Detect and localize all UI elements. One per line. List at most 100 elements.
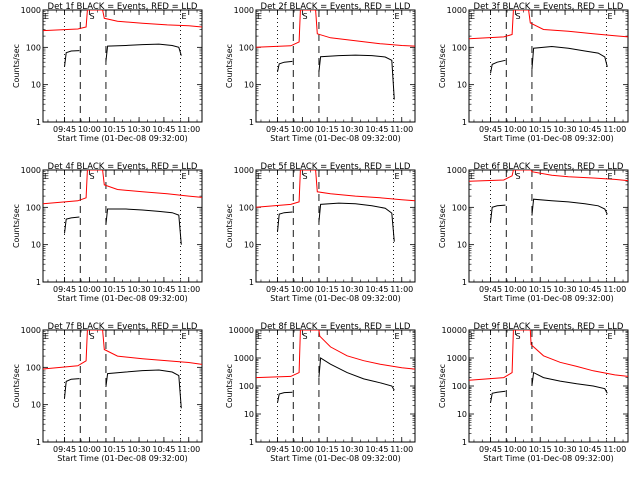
x-tick-label: 10:45 <box>578 285 601 294</box>
x-tick-label: 10:15 <box>316 445 339 454</box>
x-axis-label: Start Time (01-Dec-08 09:32:00) <box>483 134 614 143</box>
interval-marker-label: S <box>516 12 521 21</box>
y-tick-label: 100 <box>239 382 254 391</box>
y-tick-label: 1 <box>462 118 467 127</box>
x-axis-label: Start Time (01-Dec-08 09:32:00) <box>483 294 614 303</box>
interval-marker-label: E <box>470 12 475 21</box>
lld-series-line <box>43 330 202 370</box>
x-tick-label: 10:15 <box>316 125 339 134</box>
y-tick-label: 1000 <box>21 326 41 335</box>
chart-title: Det 2f BLACK = Events, RED = LLD <box>261 2 411 12</box>
y-tick-label: 10 <box>31 241 41 250</box>
x-tick-label: 09:45 <box>53 125 76 134</box>
y-tick-label: 10000 <box>442 326 467 335</box>
x-tick-label: 10:30 <box>341 445 364 454</box>
y-tick-label: 10 <box>244 241 254 250</box>
y-tick-label: 100 <box>239 203 254 212</box>
y-axis-label: Counts/sec <box>438 44 447 88</box>
x-tick-label: 09:45 <box>266 285 289 294</box>
y-axis-label: Counts/sec <box>12 204 21 248</box>
x-tick-label: 10:45 <box>152 285 175 294</box>
x-tick-label: 09:45 <box>266 445 289 454</box>
x-tick-label: 11:00 <box>177 445 200 454</box>
x-axis-label: Start Time (01-Dec-08 09:32:00) <box>483 454 614 463</box>
x-tick-label: 10:15 <box>529 285 552 294</box>
interval-marker-label: E <box>257 332 262 341</box>
x-tick-label: 11:00 <box>177 285 200 294</box>
x-tick-label: 10:00 <box>78 285 101 294</box>
lld-series-line <box>256 10 415 48</box>
x-axis-label: Start Time (01-Dec-08 09:32:00) <box>270 294 401 303</box>
y-tick-label: 1 <box>462 438 467 447</box>
x-tick-label: 11:00 <box>603 125 626 134</box>
y-tick-label: 1000 <box>234 166 254 175</box>
x-tick-label: 10:45 <box>365 285 388 294</box>
x-tick-label: 10:00 <box>291 125 314 134</box>
plot-frame <box>468 329 629 443</box>
x-tick-label: 10:30 <box>341 285 364 294</box>
events-series-line <box>64 208 182 245</box>
x-tick-label: 10:30 <box>554 285 577 294</box>
x-tick-label: 10:15 <box>103 445 126 454</box>
x-tick-label: 10:45 <box>365 445 388 454</box>
x-tick-label: 10:00 <box>504 125 527 134</box>
interval-marker-label: S <box>90 172 95 181</box>
x-axis-label: Start Time (01-Dec-08 09:32:00) <box>270 454 401 463</box>
chart-title: Det 1f BLACK = Events, RED = LLD <box>48 2 198 12</box>
x-tick-label: 10:30 <box>128 125 151 134</box>
x-tick-label: 09:45 <box>479 285 502 294</box>
chart-title: Det 3f BLACK = Events, RED = LLD <box>474 2 624 12</box>
y-tick-label: 10 <box>457 241 467 250</box>
lld-series-line <box>43 170 202 205</box>
x-tick-label: 10:30 <box>554 125 577 134</box>
interval-marker-label: E <box>44 12 49 21</box>
y-tick-label: 1000 <box>447 6 467 15</box>
chart-panel-1: Det 1f BLACK = Events, RED = LLD 1 10 100 10… <box>12 2 203 143</box>
x-tick-label: 11:00 <box>177 125 200 134</box>
y-tick-label: 10 <box>457 81 467 90</box>
y-tick-label: 1000 <box>447 166 467 175</box>
x-tick-label: 10:00 <box>291 445 314 454</box>
y-axis-label: Counts/sec <box>438 364 447 408</box>
x-tick-label: 11:00 <box>603 285 626 294</box>
chart-title: Det 8f BLACK = Events, RED = LLD <box>261 322 411 332</box>
y-tick-label: 1 <box>36 438 41 447</box>
interval-marker-label: S <box>90 332 95 341</box>
x-tick-label: 09:45 <box>53 285 76 294</box>
y-tick-label: 1000 <box>234 6 254 15</box>
y-tick-label: 10 <box>244 81 254 90</box>
chart-panel-5: Det 5f BLACK = Events, RED = LLD 1 10 100 10… <box>225 162 416 303</box>
x-tick-label: 11:00 <box>603 445 626 454</box>
interval-marker-label: E <box>470 172 475 181</box>
chart-panel-4: Det 4f BLACK = Events, RED = LLD 1 10 100 10… <box>12 162 203 303</box>
chart-title: Det 9f BLACK = Events, RED = LLD <box>474 322 624 332</box>
events-series-line <box>277 54 395 100</box>
x-axis-label: Start Time (01-Dec-08 09:32:00) <box>57 454 188 463</box>
chart-title: Det 6f BLACK = Events, RED = LLD <box>474 162 624 172</box>
x-tick-label: 09:45 <box>479 125 502 134</box>
interval-marker-label: E <box>394 332 399 341</box>
interval-marker-label: E <box>181 172 186 181</box>
x-tick-label: 10:30 <box>128 445 151 454</box>
y-tick-label: 1000 <box>447 354 467 363</box>
plot-frame <box>42 169 203 283</box>
x-tick-label: 10:45 <box>578 125 601 134</box>
plot-frame <box>255 9 416 123</box>
events-series-line <box>64 369 182 409</box>
interval-marker-label: E <box>394 172 399 181</box>
events-series-line <box>277 357 395 403</box>
x-tick-label: 09:45 <box>53 445 76 454</box>
events-series-line <box>490 198 608 223</box>
interval-marker-label: E <box>394 12 399 21</box>
x-tick-label: 10:00 <box>291 285 314 294</box>
y-axis-label: Counts/sec <box>438 204 447 248</box>
interval-marker-label: E <box>257 172 262 181</box>
chart-panel-2: Det 2f BLACK = Events, RED = LLD 1 10 100 10… <box>225 2 416 143</box>
lld-series-line <box>469 170 628 182</box>
y-tick-label: 1 <box>249 438 254 447</box>
x-tick-label: 10:00 <box>504 445 527 454</box>
x-tick-label: 10:15 <box>103 285 126 294</box>
interval-marker-label: S <box>303 332 308 341</box>
interval-marker-label: E <box>181 332 186 341</box>
